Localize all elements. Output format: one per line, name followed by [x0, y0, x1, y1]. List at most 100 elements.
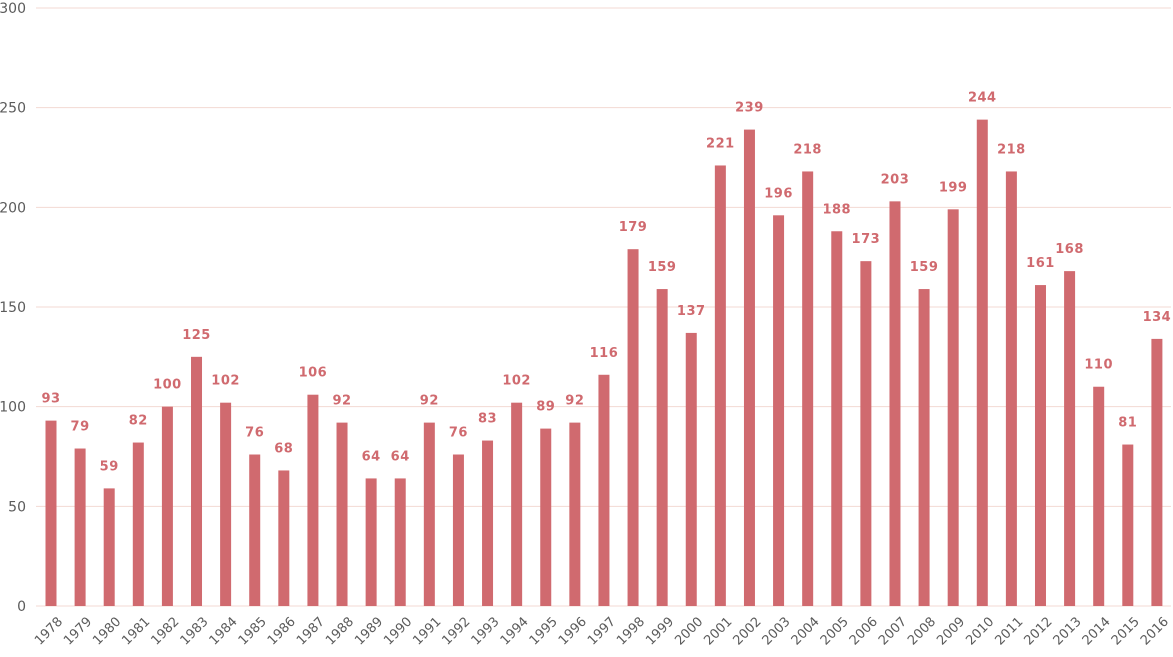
x-tick-label-1980: 1980 [90, 614, 124, 648]
bar-1987 [307, 394, 319, 606]
data-label-2006: 173 [852, 232, 881, 247]
bar-1991 [423, 422, 435, 606]
x-tick-label-2003: 2003 [760, 614, 794, 648]
bar-1994 [511, 402, 523, 606]
x-axis: 1978197919801981198219831984198519861987… [32, 614, 1172, 648]
data-label-1979: 79 [71, 420, 90, 435]
bar-2015 [1122, 444, 1134, 606]
x-tick-label-1991: 1991 [410, 614, 444, 648]
x-tick-label-1996: 1996 [556, 614, 590, 648]
data-label-1986: 68 [274, 441, 293, 456]
data-label-1996: 92 [565, 394, 584, 409]
bar-2013 [1064, 271, 1076, 606]
x-tick-label-1979: 1979 [61, 614, 95, 648]
data-label-1989: 64 [362, 449, 381, 464]
bar-2008 [918, 289, 930, 606]
x-tick-label-1981: 1981 [119, 614, 153, 648]
bar-2006 [860, 261, 872, 606]
data-label-1997: 116 [590, 346, 619, 361]
data-label-2008: 159 [910, 260, 939, 275]
x-tick-label-2015: 2015 [1109, 614, 1143, 648]
bar-1993 [482, 440, 494, 606]
bar-2003 [773, 215, 785, 606]
bar-2007 [889, 201, 901, 606]
x-tick-label-1986: 1986 [265, 614, 299, 648]
data-label-2014: 110 [1084, 358, 1113, 373]
data-label-1988: 92 [332, 394, 351, 409]
data-label-2016: 134 [1143, 310, 1172, 325]
bar-1996 [569, 422, 581, 606]
data-label-1999: 159 [648, 260, 677, 275]
x-tick-label-2004: 2004 [789, 614, 823, 648]
data-label-1993: 83 [478, 412, 497, 427]
data-label-2005: 188 [822, 202, 851, 217]
bar-1980 [103, 488, 115, 606]
data-label-1992: 76 [449, 426, 468, 441]
bar-1988 [336, 422, 348, 606]
x-tick-label-1995: 1995 [527, 614, 561, 648]
x-tick-label-2011: 2011 [992, 614, 1026, 648]
x-tick-label-1990: 1990 [381, 614, 415, 648]
x-tick-label-1982: 1982 [148, 614, 182, 648]
x-tick-label-2012: 2012 [1022, 614, 1056, 648]
data-label-1990: 64 [391, 449, 410, 464]
bar-1984 [220, 402, 232, 606]
bar-2002 [743, 129, 755, 607]
data-label-layer: 93 79 59 82 100 125 102 76 68 106 92 64 64 92 76 83 102 8… [41, 91, 1172, 475]
x-tick-label-2008: 2008 [905, 614, 939, 648]
y-tick-label: 150 [0, 300, 26, 316]
data-label-1984: 102 [211, 374, 240, 389]
data-label-1985: 76 [245, 426, 264, 441]
bar-2001 [714, 165, 726, 606]
bar-2005 [831, 231, 843, 606]
data-label-2004: 218 [793, 142, 822, 157]
data-label-1994: 102 [502, 374, 531, 389]
bar-1978 [45, 420, 57, 606]
data-label-1991: 92 [420, 394, 439, 409]
data-label-1983: 125 [182, 328, 211, 343]
bar-2011 [1005, 171, 1017, 606]
data-label-1998: 179 [619, 220, 648, 235]
x-tick-label-2006: 2006 [847, 614, 881, 648]
x-tick-label-1989: 1989 [352, 614, 386, 648]
x-tick-label-1994: 1994 [498, 614, 532, 648]
data-label-2000: 137 [677, 304, 706, 319]
data-label-2009: 199 [939, 180, 968, 195]
y-tick-label: 0 [17, 599, 26, 615]
data-label-2011: 218 [997, 142, 1026, 157]
x-tick-label-1992: 1992 [439, 614, 473, 648]
y-tick-label: 200 [0, 200, 26, 216]
bar-1990 [394, 478, 406, 606]
x-tick-label-1999: 1999 [643, 614, 677, 648]
y-axis: 0 50 100 150 200 250 300 [0, 1, 26, 615]
bar-1992 [452, 454, 464, 606]
data-label-1995: 89 [536, 400, 555, 415]
x-tick-label-2010: 2010 [963, 614, 997, 648]
y-tick-label: 300 [0, 1, 26, 17]
data-label-2012: 161 [1026, 256, 1055, 271]
bar-1989 [365, 478, 377, 606]
x-tick-label-1984: 1984 [207, 614, 241, 648]
y-tick-label: 100 [0, 400, 26, 416]
x-tick-label-2007: 2007 [876, 614, 910, 648]
x-tick-label-1997: 1997 [585, 614, 619, 648]
bar-2004 [802, 171, 814, 606]
bar-2016 [1151, 338, 1163, 606]
data-label-1982: 100 [153, 378, 182, 393]
bar-1997 [598, 374, 610, 606]
bar-2014 [1093, 386, 1105, 606]
x-tick-label-1978: 1978 [32, 614, 66, 648]
data-label-1981: 82 [129, 414, 148, 429]
x-tick-label-2013: 2013 [1051, 614, 1085, 648]
bar-1985 [249, 454, 261, 606]
data-label-2015: 81 [1118, 416, 1137, 431]
data-label-2013: 168 [1055, 242, 1084, 257]
bar-1981 [132, 442, 144, 606]
data-label-1980: 59 [100, 459, 119, 474]
x-tick-label-2005: 2005 [818, 614, 852, 648]
x-tick-label-2001: 2001 [701, 614, 735, 648]
x-tick-label-2014: 2014 [1080, 614, 1114, 648]
bar-2009 [947, 209, 959, 606]
data-label-1978: 93 [41, 392, 60, 407]
